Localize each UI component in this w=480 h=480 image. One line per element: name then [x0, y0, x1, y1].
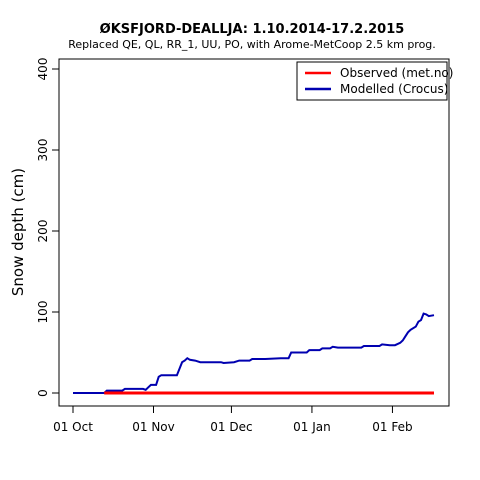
chart-title: ØKSFJORD-DEALLJA: 1.10.2014-17.2.2015	[100, 22, 405, 37]
y-axis-title: Snow depth (cm)	[9, 168, 27, 296]
x-tick-label-3: 01 Jan	[293, 420, 331, 434]
y-tick-label-400: 400	[36, 58, 50, 81]
legend-box	[296, 61, 448, 101]
y-tick-label-200: 200	[36, 220, 50, 243]
y-tick-label-0: 0	[36, 389, 50, 397]
y-tick-label-300: 300	[36, 139, 50, 162]
chart-subtitle: Replaced QE, QL, RR_1, UU, PO, with Arom…	[68, 38, 436, 51]
legend-label-observed: Observed (met.no)	[340, 66, 453, 80]
x-tick-label-1: 01 Nov	[132, 420, 175, 434]
x-tick-label-0: 01 Oct	[53, 420, 93, 434]
plot-frame	[58, 58, 450, 407]
x-tick-label-4: 01 Feb	[372, 420, 412, 434]
series-layer	[73, 312, 435, 395]
legend: Observed (met.no) Modelled (Crocus)	[296, 61, 453, 101]
legend-label-modelled: Modelled (Crocus)	[340, 82, 448, 96]
y-axis: 0 100 200 300 400	[36, 58, 60, 397]
x-tick-label-2: 01 Dec	[210, 420, 252, 434]
x-axis: 01 Oct 01 Nov 01 Dec 01 Jan 01 Feb	[53, 405, 413, 434]
y-tick-label-100: 100	[36, 301, 50, 324]
series-line-modelled	[73, 312, 435, 394]
